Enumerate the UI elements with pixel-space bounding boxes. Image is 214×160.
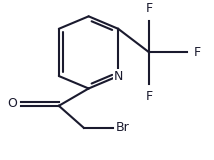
Text: O: O — [7, 97, 17, 110]
Text: N: N — [113, 70, 123, 83]
Text: F: F — [146, 2, 153, 15]
Text: F: F — [146, 90, 153, 103]
Text: Br: Br — [115, 121, 129, 134]
Text: F: F — [194, 46, 201, 59]
